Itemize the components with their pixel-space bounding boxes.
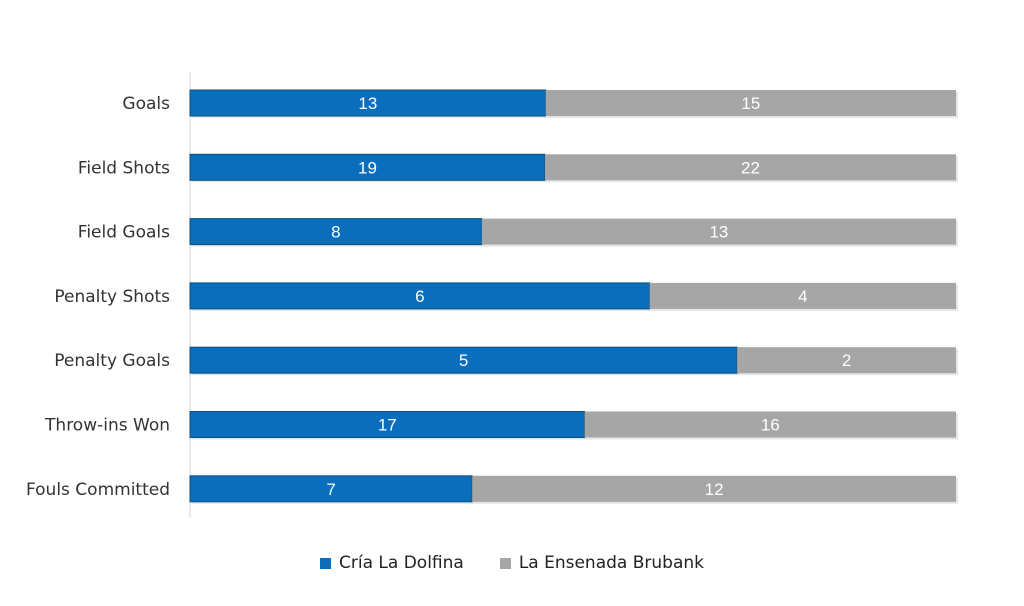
category-label: Field Shots [78,158,170,178]
bar-series-2 [545,90,956,116]
bar-series-2 [544,154,956,181]
data-label-series-2: 4 [798,287,807,306]
bar-series-2 [737,347,956,374]
legend: Cría La Dolfina La Ensenada Brubank [0,553,1024,573]
data-label-series-1: 5 [459,351,468,370]
data-label-series-2: 2 [842,351,851,370]
stacked-bar-chart: Goals 13 15 Field Shots 19 22 Field Goals 8 13 Pe… [26,72,958,518]
bar-series-2 [649,282,956,309]
category-label: Goals [122,94,170,114]
data-label-series-2: 13 [709,223,728,242]
data-label-series-2: 16 [761,416,780,435]
bar-series-1 [189,218,483,246]
category-label: Throw-ins Won [44,416,170,436]
category-label: Field Goals [78,223,170,243]
bar-series-1 [189,89,547,117]
bar-series-2 [481,218,956,245]
bar-series-2 [472,475,956,502]
data-label-series-2: 15 [741,94,760,113]
bar-series-1 [189,153,546,181]
data-label-series-1: 17 [378,416,397,435]
data-label-series-1: 6 [415,287,424,306]
data-label-series-1: 8 [331,223,340,242]
legend-item-series-2: La Ensenada Brubank [499,553,704,573]
bar-series-1 [189,346,738,374]
legend-label-series-1: Cría La Dolfina [339,553,464,573]
category-label: Fouls Committed [26,480,170,500]
data-label-series-1: 7 [326,480,335,499]
category-label: Penalty Shots [54,287,170,307]
data-label-series-1: 13 [358,94,377,113]
legend-swatch-series-1 [320,557,331,569]
legend-swatch-series-2 [499,557,511,569]
bar-series-1 [189,411,586,438]
category-label: Penalty Goals [54,351,170,371]
data-label-series-2: 12 [705,480,724,499]
legend-label-series-2: La Ensenada Brubank [518,553,704,573]
data-label-series-2: 22 [741,158,760,177]
plot-area: Goals 13 15 Field Shots 19 22 Field Goals 8 13 Pe… [26,72,958,518]
legend-item-series-1: Cría La Dolfina [320,553,464,573]
data-label-series-1: 19 [358,158,377,177]
bar-series-2 [584,411,956,438]
